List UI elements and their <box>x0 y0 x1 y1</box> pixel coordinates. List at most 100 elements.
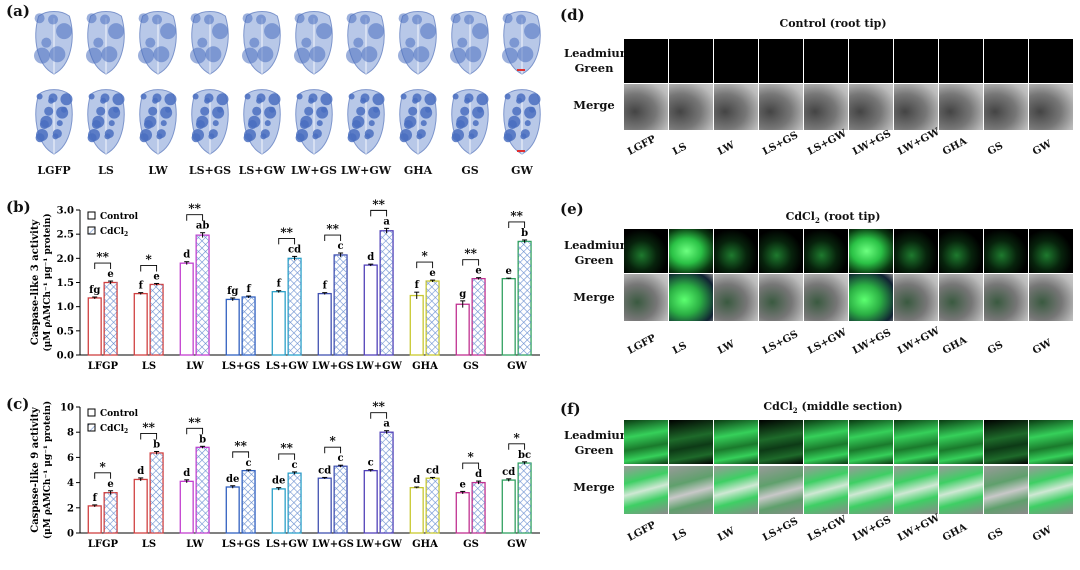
merge-image <box>804 466 849 514</box>
leaf-top <box>502 11 541 75</box>
sig-bracket <box>232 451 250 458</box>
category-label: GW <box>507 539 528 550</box>
sig-letter: e <box>475 266 481 277</box>
leaf-bottom <box>139 89 177 155</box>
bar-cdcl-crosshatch <box>150 284 164 355</box>
sig-stars: ** <box>464 247 477 261</box>
bar-cdcl-crosshatch <box>150 452 164 533</box>
sig-stars: * <box>330 434 337 448</box>
legend-subscript: 2 <box>124 428 128 435</box>
sig-letter: bc <box>518 450 531 461</box>
column-label: LS+GW <box>806 327 849 357</box>
column-label: GHA <box>941 521 969 544</box>
leaf-bottom <box>399 89 437 155</box>
merge-image <box>669 466 714 514</box>
legend-swatch-cdcl <box>87 226 96 235</box>
bar-control <box>225 486 240 534</box>
sig-letter: c <box>338 453 344 464</box>
sig-stars: ** <box>142 420 155 434</box>
bar-control <box>317 292 332 356</box>
fluorescence-image <box>894 229 939 273</box>
bar-control <box>87 297 102 356</box>
sig-bracket <box>324 446 342 454</box>
leaf-label: LGFP <box>37 164 71 177</box>
category-label: LW <box>186 361 204 372</box>
leaf-top <box>86 11 125 75</box>
panel-f-fluor-row <box>624 420 1074 464</box>
sig-letter: d <box>413 475 420 486</box>
sig-stars: * <box>100 460 107 474</box>
category-label: LW+GW <box>356 539 403 550</box>
panel-d-col-labels: LGFP LS LW LS+GS LS+GW LW+GS LW+GW GHA GS GW <box>624 127 1080 174</box>
column-label: LGFP <box>626 133 658 158</box>
fluorescence-image <box>624 229 669 273</box>
bar-cdcl-crosshatch <box>196 447 210 533</box>
sig-bracket <box>186 427 204 435</box>
bar-cdcl-crosshatch <box>196 235 210 355</box>
column-label: LS+GS <box>761 515 801 544</box>
sig-letter: d <box>183 250 190 261</box>
category-label: GHA <box>412 361 438 372</box>
bar-cdcl-crosshatch <box>426 281 440 355</box>
sig-bracket <box>94 472 112 479</box>
legend-swatch-control <box>87 408 96 417</box>
sig-letter: cd <box>318 465 331 476</box>
fluorescence-image <box>759 229 804 273</box>
merge-image <box>849 466 894 514</box>
merge-image <box>984 84 1029 130</box>
bar-control <box>317 477 332 534</box>
sig-letter: d <box>475 469 482 480</box>
column-label: LW+GW <box>896 126 942 158</box>
fluorescence-image <box>669 39 714 83</box>
leaf-label: LS+GS <box>188 164 232 177</box>
leaf-label: GHA <box>403 164 433 177</box>
leaf-bottom <box>503 89 541 155</box>
leaf-bottom <box>295 89 333 155</box>
leaf-label: GS <box>461 164 479 177</box>
leaf-staining-panel <box>30 8 541 188</box>
bar-control <box>501 277 516 356</box>
fluorescence-image <box>984 420 1029 464</box>
bar-control <box>363 469 378 534</box>
column-label: GS <box>986 526 1006 544</box>
merge-image <box>759 466 804 514</box>
fluorescence-image <box>939 39 984 83</box>
row-label-merge: Merge <box>573 290 615 304</box>
category-label: GS <box>463 361 479 372</box>
fluorescence-image <box>894 420 939 464</box>
merge-image <box>759 84 804 130</box>
sig-letter: f <box>277 279 282 290</box>
y-tick-label: 0.0 <box>57 351 74 362</box>
bar-control <box>455 303 470 356</box>
bar-control <box>501 479 516 534</box>
sig-stars: ** <box>510 209 523 223</box>
legend-swatch-control <box>87 211 96 220</box>
panel-label-a: (a) <box>6 2 30 20</box>
fluorescence-image <box>849 39 894 83</box>
fluorescence-image <box>1029 420 1074 464</box>
category-label: LW+GS <box>312 539 354 550</box>
column-label: LGFP <box>626 332 658 357</box>
sig-bracket <box>278 237 296 245</box>
sig-letter: d <box>367 252 374 263</box>
bar-control <box>179 480 194 534</box>
row-label-leadmium: Leadmium Green <box>564 428 632 457</box>
category-label: GW <box>507 361 528 372</box>
legend-label-control: Control <box>100 409 139 419</box>
sig-letter: d <box>137 466 144 477</box>
scale-bar <box>517 69 525 71</box>
column-label: LW+GS <box>851 514 894 544</box>
bar-control <box>87 505 102 534</box>
column-label: LW <box>716 139 737 158</box>
leaf-label: GW <box>511 164 533 177</box>
fluorescence-image <box>1029 229 1074 273</box>
sig-bracket <box>140 265 158 272</box>
sig-bracket <box>370 209 388 217</box>
column-label: LW <box>716 525 737 544</box>
category-label: LW+GS <box>312 361 354 372</box>
bar-cdcl-crosshatch <box>334 254 348 355</box>
column-label: LGFP <box>626 519 658 544</box>
row-label-merge: Merge <box>573 480 615 494</box>
column-label: GHA <box>941 135 969 158</box>
leaf-label: LW+GS <box>291 164 337 177</box>
